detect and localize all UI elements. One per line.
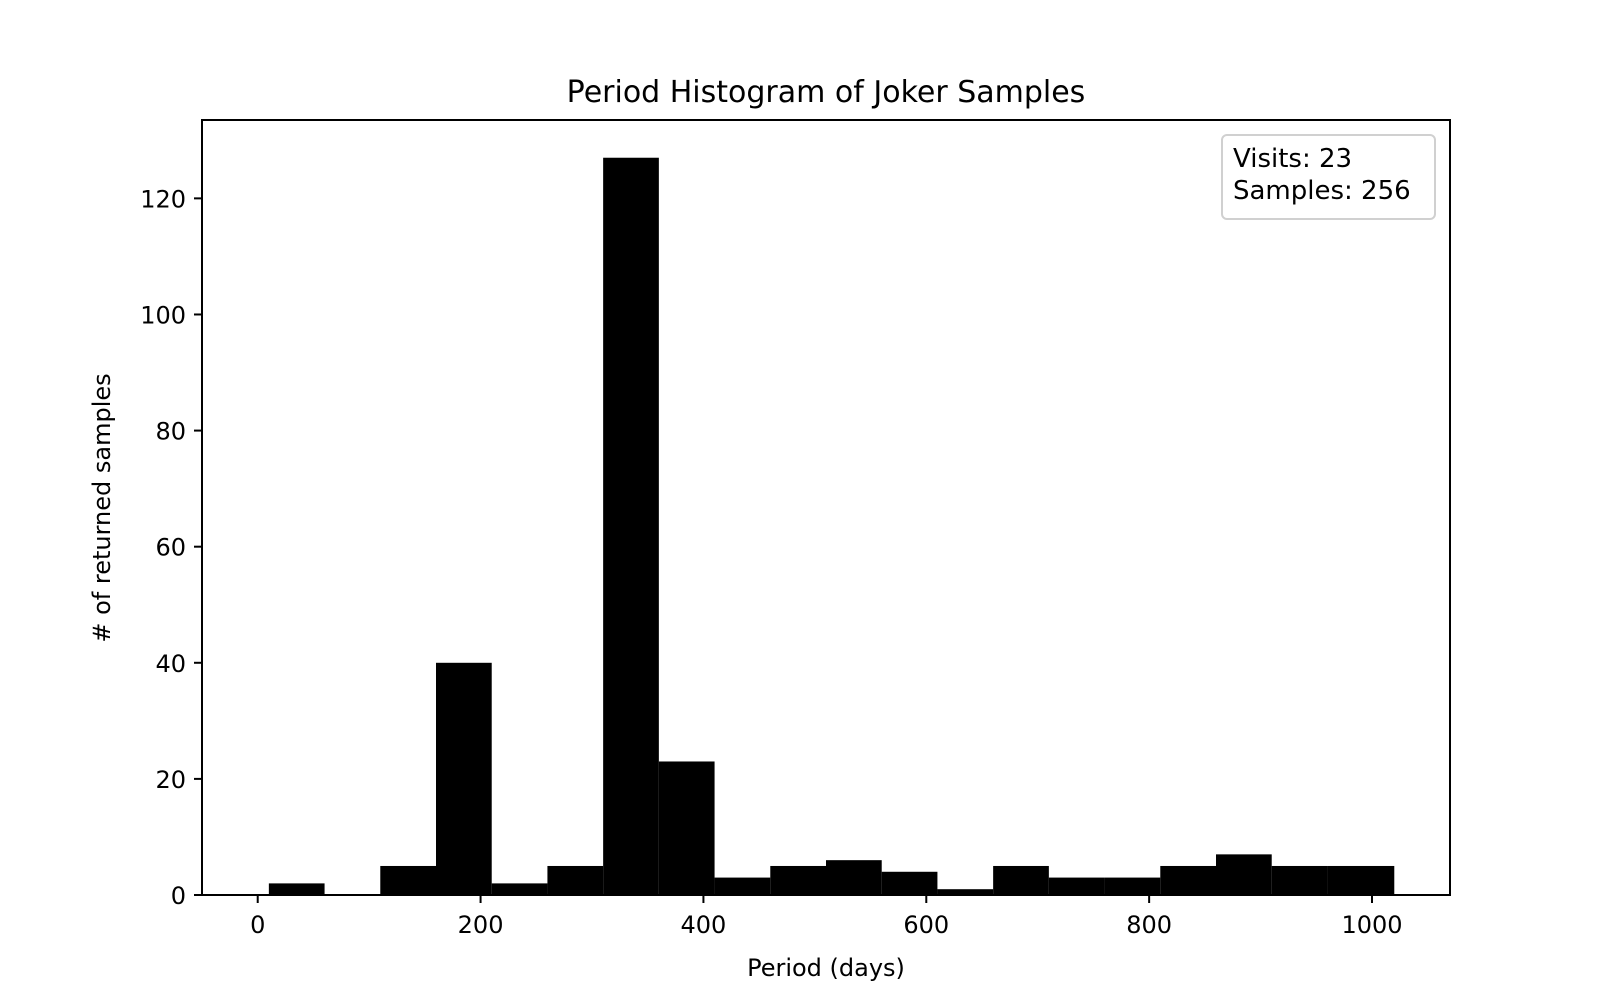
y-tick-label: 80 xyxy=(155,418,186,446)
histogram-bar-12 xyxy=(937,889,994,895)
histogram-bar-13 xyxy=(993,865,1049,895)
x-tick-label: 800 xyxy=(1126,911,1172,939)
annotation-samples: Samples: 256 xyxy=(1233,176,1411,206)
x-axis-label: Period (days) xyxy=(747,954,905,982)
y-tick-label: 20 xyxy=(155,766,186,794)
histogram-bar-16 xyxy=(1160,865,1216,895)
histogram-bar-4 xyxy=(491,883,548,895)
histogram-bar-5 xyxy=(547,865,604,895)
histogram-bars xyxy=(268,157,1395,896)
histogram-bar-3 xyxy=(436,662,492,895)
y-axis-label: # of returned samples xyxy=(88,373,116,642)
x-tick-label: 600 xyxy=(903,911,949,939)
plot-frame xyxy=(201,119,1451,896)
histogram-bar-9 xyxy=(770,865,826,895)
histogram-bar-15 xyxy=(1104,877,1161,895)
annotation-frame xyxy=(1221,134,1436,220)
x-axis-ticks: 0 200 400 600 800 1000 xyxy=(250,895,1403,939)
histogram-bar-14 xyxy=(1048,877,1105,895)
y-tick-label: 60 xyxy=(155,534,186,562)
histogram-bar-10 xyxy=(826,860,882,895)
x-tick-label: 0 xyxy=(250,911,265,939)
x-tick-label: 400 xyxy=(681,911,727,939)
histogram-bar-19 xyxy=(1327,865,1395,895)
histogram-bar-2 xyxy=(380,865,436,895)
chart-title: Period Histogram of Joker Samples xyxy=(567,75,1086,110)
histogram-bar-0 xyxy=(268,883,325,895)
histogram-bar-8 xyxy=(714,877,771,895)
histogram-bar-7 xyxy=(658,761,715,895)
x-tick-label: 1000 xyxy=(1341,911,1402,939)
stats-annotation-box: Visits: 23 Samples: 256 xyxy=(1221,134,1436,220)
y-tick-label: 40 xyxy=(155,650,186,678)
histogram-bar-17 xyxy=(1216,854,1272,895)
histogram-bar-6 xyxy=(603,157,659,896)
y-tick-label: 120 xyxy=(140,185,186,213)
y-axis-ticks: 0 20 40 60 80 100 120 xyxy=(140,185,202,910)
annotation-visits: Visits: 23 xyxy=(1233,144,1352,174)
y-tick-label: 0 xyxy=(171,882,186,910)
histogram-bar-11 xyxy=(881,871,938,895)
y-tick-label: 100 xyxy=(140,301,186,329)
histogram-bar-18 xyxy=(1271,865,1328,895)
x-tick-label: 200 xyxy=(458,911,504,939)
